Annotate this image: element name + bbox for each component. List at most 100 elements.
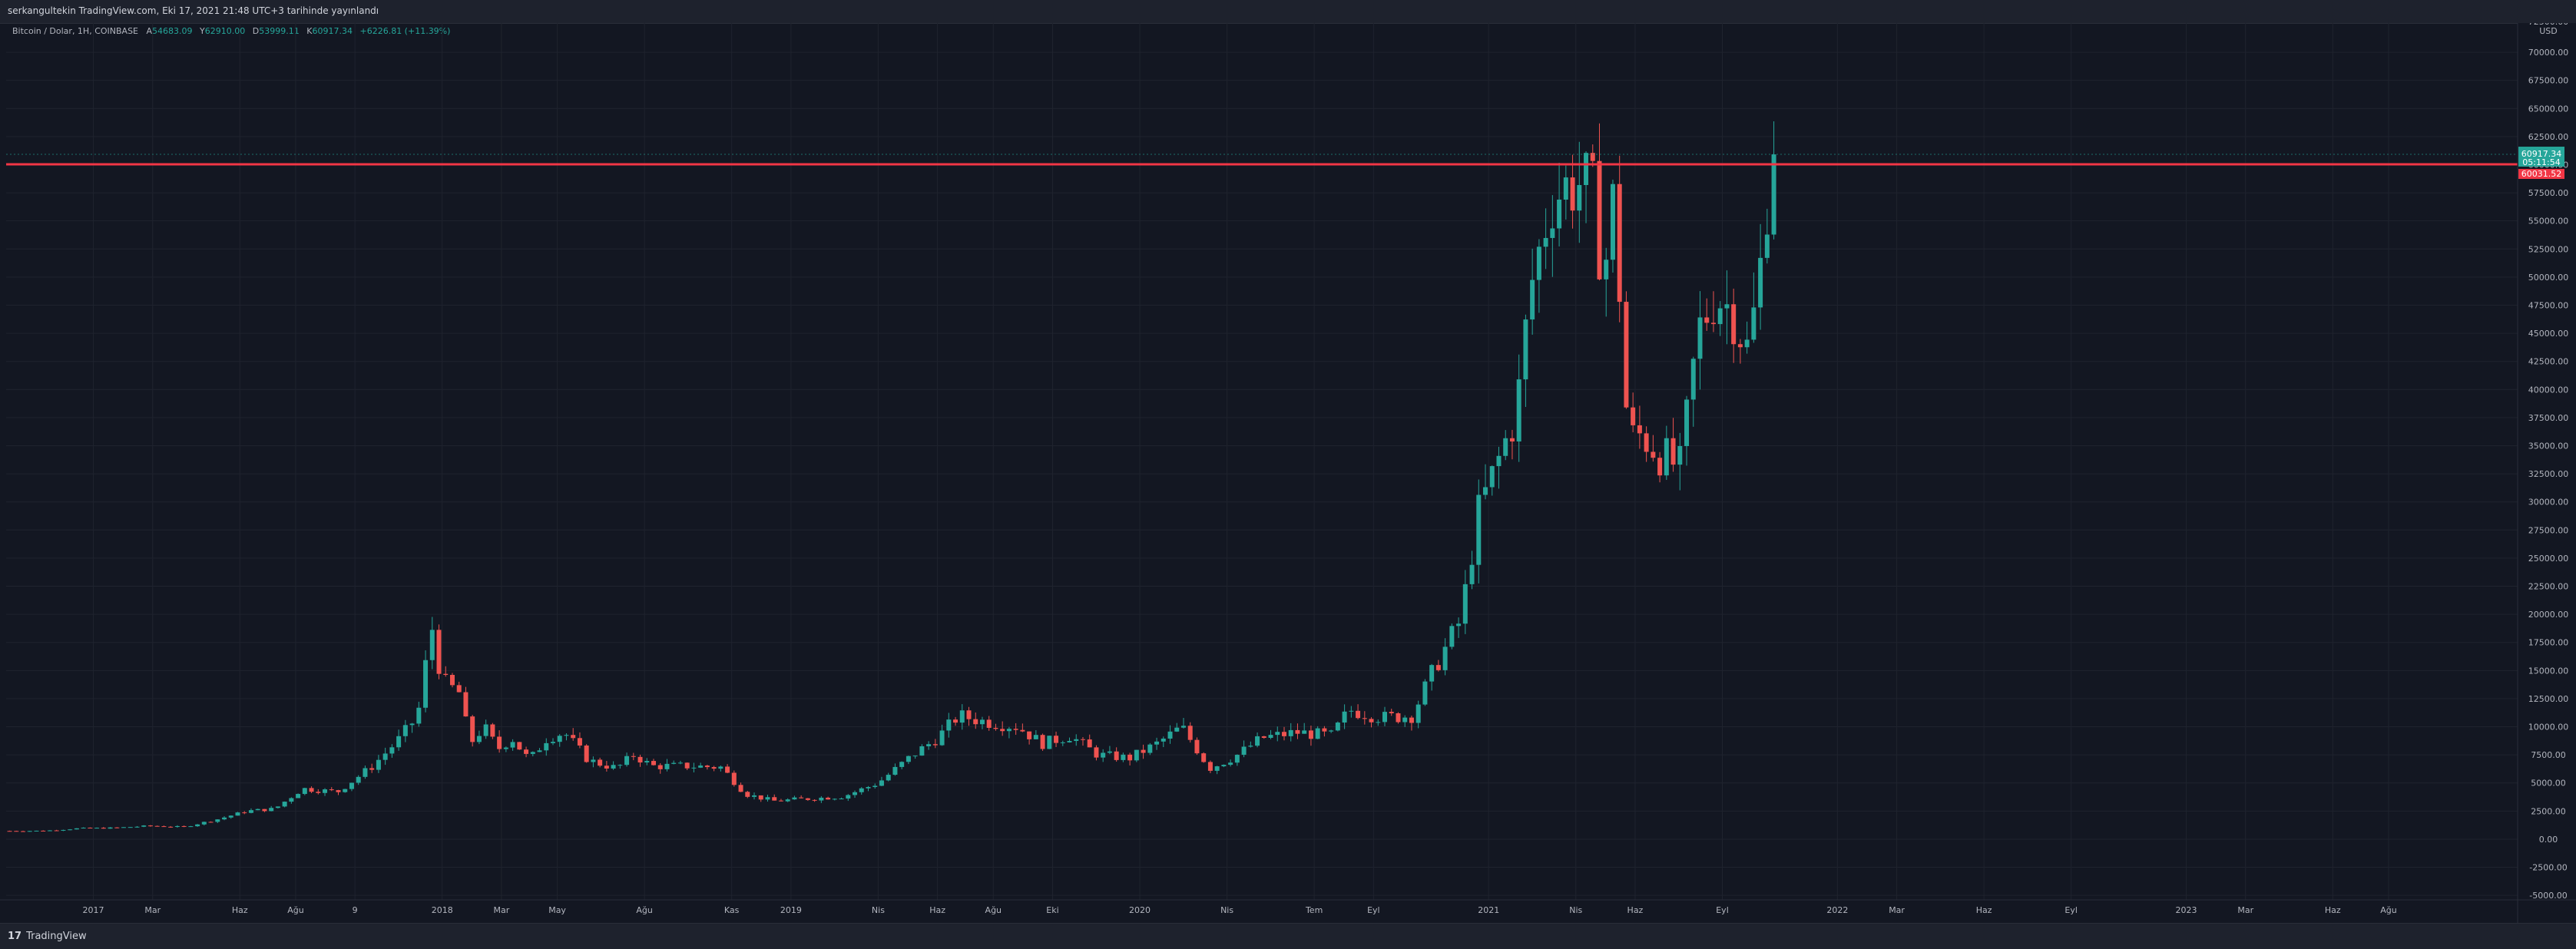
candle-body	[449, 675, 455, 686]
candle-body	[503, 747, 508, 749]
candle-body	[1563, 177, 1568, 200]
candle-body	[1275, 732, 1280, 736]
candle-body	[483, 724, 488, 736]
candle-body	[584, 745, 589, 762]
price-chart[interactable]: 70000.0067500.0065000.0062500.0060000.00…	[0, 23, 2576, 923]
y-tick-label: 25000.00	[2528, 554, 2569, 564]
tradingview-logo[interactable]: 17 TradingView	[8, 931, 87, 942]
candle-body	[1302, 730, 1307, 734]
y-tick-label: 5000.00	[2531, 779, 2566, 789]
candle-body	[1067, 741, 1072, 742]
candle	[1335, 721, 1340, 732]
candle	[1469, 551, 1475, 590]
candle	[530, 751, 535, 757]
y-tick-label: 37500.00	[2528, 413, 2569, 423]
x-tick-label: Haz	[1627, 905, 1644, 915]
candle	[611, 761, 616, 770]
candle	[47, 830, 52, 832]
legend-low-label: D	[252, 26, 260, 36]
candle	[1670, 418, 1676, 472]
candle	[21, 830, 26, 832]
candle	[1637, 405, 1642, 449]
candle-body	[812, 799, 817, 801]
candle	[34, 830, 39, 832]
candle-body	[376, 759, 381, 770]
candle	[215, 819, 220, 823]
candle	[826, 796, 831, 800]
candle	[1094, 745, 1099, 761]
candle-body	[785, 799, 790, 802]
candle	[859, 787, 864, 795]
candle-body	[1187, 726, 1193, 740]
candle-body	[436, 630, 442, 674]
candle	[698, 762, 704, 769]
candle-layer	[7, 121, 1776, 832]
candle-body	[1422, 681, 1428, 705]
legend-high-value: 62910.00	[204, 26, 246, 36]
candle-body	[289, 798, 294, 802]
candle-body	[846, 795, 851, 799]
candle	[222, 816, 227, 821]
candle	[1744, 321, 1750, 354]
y-tick-label: 45000.00	[2528, 329, 2569, 339]
candle	[1704, 298, 1710, 331]
candle	[664, 759, 670, 772]
candle	[134, 825, 140, 828]
candle	[429, 617, 435, 670]
candle	[1751, 272, 1757, 343]
y-tick-label: 17500.00	[2528, 638, 2569, 648]
candle-body	[510, 742, 515, 748]
x-tick-label: Eyl	[2064, 905, 2078, 915]
candle	[812, 799, 817, 802]
candle-body	[402, 725, 408, 736]
x-tick-label: 2021	[1478, 905, 1499, 915]
x-tick-label: 2020	[1129, 905, 1151, 915]
candle	[1442, 638, 1448, 676]
candle	[899, 761, 905, 769]
candle-body	[1288, 729, 1293, 736]
candle	[1657, 451, 1663, 483]
candle-body	[550, 742, 555, 743]
candle	[449, 673, 455, 688]
candle	[1590, 144, 1595, 167]
candle-body	[1114, 751, 1119, 760]
candle-body	[497, 736, 502, 749]
candle	[316, 789, 321, 795]
candle-body	[1751, 307, 1757, 340]
candle	[684, 762, 690, 771]
candle-body	[222, 817, 227, 820]
candle-body	[54, 830, 59, 832]
candle-body	[1604, 260, 1609, 279]
candle-body	[1717, 308, 1723, 325]
candle-body	[1590, 153, 1595, 161]
candle	[946, 713, 952, 738]
candle-body	[1308, 730, 1313, 739]
candle-body	[799, 797, 804, 799]
candle-body	[336, 790, 341, 792]
candle	[409, 722, 415, 733]
candle	[1429, 663, 1435, 691]
candle	[1234, 754, 1240, 766]
candle-body	[7, 831, 12, 832]
candle	[1396, 712, 1401, 724]
x-tick-label: 2022	[1826, 905, 1848, 915]
candle-body	[879, 780, 884, 786]
candle-body	[826, 797, 831, 800]
candle	[1664, 425, 1669, 481]
candle-body	[1094, 747, 1099, 758]
candle-body	[1744, 339, 1750, 348]
x-tick-label: Mar	[494, 905, 510, 915]
y-tick-label: 0.00	[2539, 835, 2558, 845]
candle-body	[939, 730, 945, 746]
candle	[1121, 752, 1126, 762]
candle-body	[1121, 754, 1126, 760]
candle	[1684, 395, 1690, 466]
legend-symbol[interactable]: Bitcoin / Dolar, 1H, COINBASE	[12, 26, 139, 36]
candle-body	[423, 660, 429, 708]
candle-body	[872, 785, 878, 788]
x-tick-label: Mar	[144, 905, 161, 915]
candle-body	[343, 789, 348, 792]
candle	[323, 788, 328, 796]
candle-body	[1690, 359, 1696, 400]
candle-body	[147, 825, 153, 827]
